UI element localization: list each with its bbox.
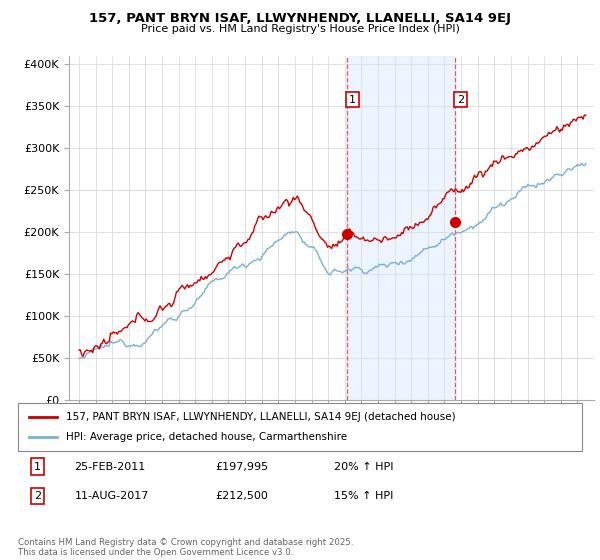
Text: Contains HM Land Registry data © Crown copyright and database right 2025.
This d: Contains HM Land Registry data © Crown c… (18, 538, 353, 557)
FancyBboxPatch shape (18, 403, 582, 451)
Text: 15% ↑ HPI: 15% ↑ HPI (334, 491, 393, 501)
Text: 157, PANT BRYN ISAF, LLWYNHENDY, LLANELLI, SA14 9EJ (detached house): 157, PANT BRYN ISAF, LLWYNHENDY, LLANELL… (66, 412, 455, 422)
Text: 11-AUG-2017: 11-AUG-2017 (74, 491, 149, 501)
Bar (347, 56, 455, 400)
Text: £212,500: £212,500 (215, 491, 268, 501)
Text: 25-FEB-2011: 25-FEB-2011 (74, 461, 146, 472)
Text: 1: 1 (34, 461, 41, 472)
Text: 1: 1 (349, 95, 356, 105)
Text: HPI: Average price, detached house, Carmarthenshire: HPI: Average price, detached house, Carm… (66, 432, 347, 442)
Text: £197,995: £197,995 (215, 461, 269, 472)
Text: 20% ↑ HPI: 20% ↑ HPI (334, 461, 394, 472)
Text: 2: 2 (34, 491, 41, 501)
Text: 157, PANT BRYN ISAF, LLWYNHENDY, LLANELLI, SA14 9EJ: 157, PANT BRYN ISAF, LLWYNHENDY, LLANELL… (89, 12, 511, 25)
Text: Price paid vs. HM Land Registry's House Price Index (HPI): Price paid vs. HM Land Registry's House … (140, 24, 460, 34)
Text: 2: 2 (457, 95, 464, 105)
